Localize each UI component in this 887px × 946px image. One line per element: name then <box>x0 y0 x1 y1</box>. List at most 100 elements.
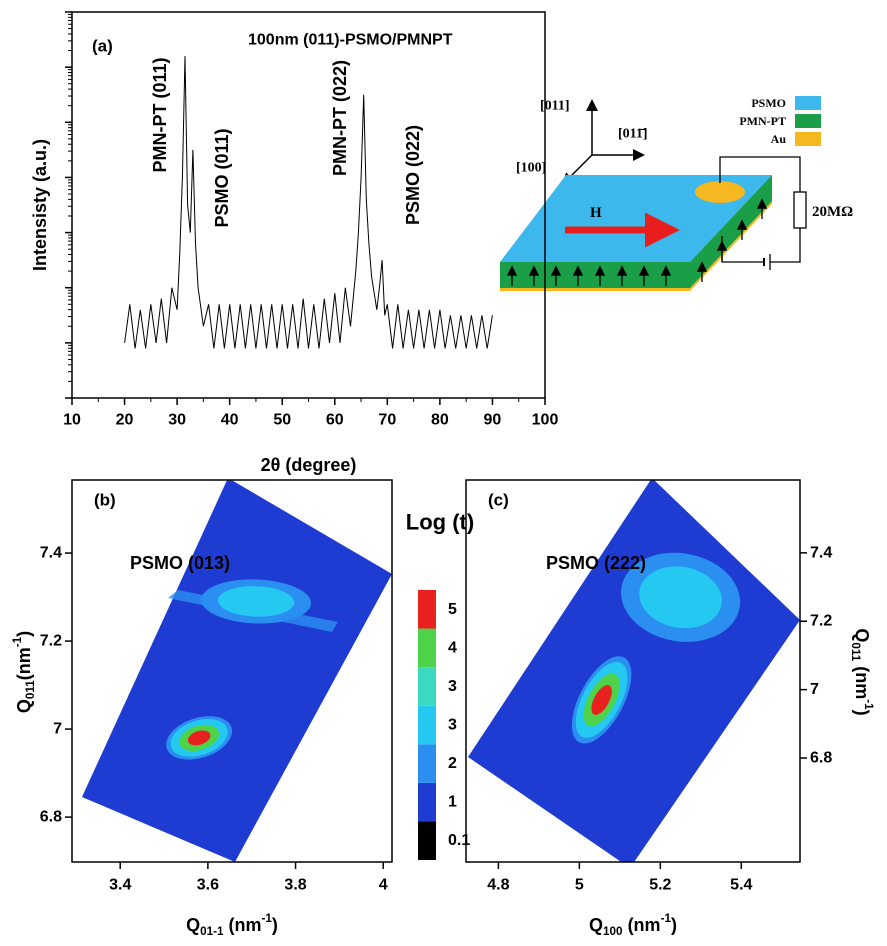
panel-label: (b) <box>94 491 116 510</box>
colorbar-tick-label: 1 <box>448 794 457 811</box>
wire <box>719 156 801 192</box>
x-tick-label: 100 <box>532 412 559 429</box>
x-tick-label: 4.8 <box>487 877 509 894</box>
intensity-contour <box>192 733 207 743</box>
x-axis-title: 2θ (degree) <box>261 455 357 475</box>
axis-title-part: (nm <box>852 661 872 699</box>
colorbar-segment <box>418 782 436 822</box>
sample-label: 100nm (011)-PSMO/PMNPT <box>248 32 453 49</box>
colorbar-title: Log (t) <box>406 510 474 535</box>
axis-title-part: 011 <box>24 680 37 699</box>
colorbar-tick-label: 5 <box>448 601 457 618</box>
axis-title-part: Q <box>589 915 603 935</box>
axis-title-part: ) <box>852 710 872 716</box>
au-side <box>690 201 772 291</box>
x-tick-label: 3.4 <box>109 877 131 894</box>
axis-title-part: 01-1 <box>200 925 224 938</box>
panel-label: (c) <box>488 491 509 510</box>
axis-title-part: ) <box>671 915 677 935</box>
y-axis-title: Intensisty (a.u.) <box>30 139 50 271</box>
legend-label: Au <box>771 132 787 146</box>
colorbar-segment <box>418 705 436 745</box>
axis-title-part: 100 <box>603 925 623 938</box>
intensity-contour <box>595 690 608 710</box>
peak-annotation: PSMO (013) <box>130 553 230 573</box>
field-label: H <box>590 205 602 221</box>
axis-title-part: -1 <box>11 636 24 647</box>
pmnpt-front <box>500 262 690 288</box>
heatmap-region <box>468 480 800 862</box>
wire <box>721 236 764 263</box>
heatmap-region <box>82 480 392 862</box>
axis-label: [011] <box>540 99 570 114</box>
x-tick-label: 5.4 <box>730 877 752 894</box>
x-tick-label: 3.6 <box>197 877 219 894</box>
plot-frame <box>71 479 393 863</box>
x-tick-label: 4 <box>379 877 388 894</box>
scan-area <box>468 480 800 862</box>
peak-label: PSMO (011) <box>212 128 232 227</box>
x-tick-label: 10 <box>63 412 81 429</box>
au-bottom <box>500 288 690 291</box>
y-tick-label: 7.4 <box>810 544 832 561</box>
intensity-contour <box>234 592 278 610</box>
x-tick-label: 50 <box>273 412 291 429</box>
intensity-contour <box>657 580 704 615</box>
peak-label: PSMO (022) <box>403 125 423 225</box>
axis-label: [011̄] <box>618 127 648 142</box>
x-tick-label: 3.8 <box>284 877 306 894</box>
colorbar-tick-label: 3 <box>448 717 457 734</box>
peak-label: PMN-PT (022) <box>330 60 350 176</box>
y-tick-label: 7 <box>810 681 819 698</box>
colorbar-tick-label: 2 <box>448 755 457 772</box>
y-tick-label: 7.4 <box>40 545 62 562</box>
axis-title-part: Q <box>852 628 872 642</box>
x-tick-label: 60 <box>326 412 344 429</box>
x-tick-label: 70 <box>378 412 396 429</box>
colorbar-tick-label: 0.1 <box>448 832 470 849</box>
axis-title: Q011(nm-1) <box>11 631 37 713</box>
colorbar-segment <box>418 667 436 706</box>
colorbar-segment <box>418 821 436 860</box>
y-tick-label: 7.2 <box>40 633 62 650</box>
x-tick-label: 5 <box>575 877 584 894</box>
resistor-label: 20MΩ <box>812 204 853 220</box>
axis-title-part: -1 <box>262 912 273 925</box>
axis-title-part: Q <box>14 699 34 713</box>
panel-label: (a) <box>92 37 113 56</box>
x-tick-label: 20 <box>116 412 134 429</box>
legend-label: PMN-PT <box>739 114 786 128</box>
axis-title-part: 011 <box>850 642 863 661</box>
y-tick-label: 6.8 <box>810 750 832 767</box>
colorbar-segment <box>418 590 436 629</box>
au-electrode <box>695 181 745 203</box>
x-tick-label: 80 <box>431 412 449 429</box>
legend-label: PSMO <box>751 96 786 110</box>
y-tick-label: 7.2 <box>810 613 832 630</box>
axis-title: Q011 (nm-1) <box>850 628 876 715</box>
colorbar-segment <box>418 628 436 668</box>
plot-frame <box>71 11 546 399</box>
colorbar-tick-label: 3 <box>448 678 457 695</box>
axis-title-part: (nm <box>224 915 262 935</box>
axis-title-part: (nm <box>14 647 34 680</box>
legend-swatch <box>795 96 821 110</box>
colorbar-segment <box>418 744 436 783</box>
axis-title: Q100 (nm-1) <box>589 912 677 938</box>
resistor <box>793 191 807 229</box>
y-tick-label: 6.8 <box>40 809 62 826</box>
x-tick-label: 5.2 <box>649 877 671 894</box>
axis-title-part: ) <box>272 915 278 935</box>
plot-frame <box>465 479 801 863</box>
axis-title-part: ) <box>14 631 34 637</box>
colorbar-tick-label: 4 <box>448 639 457 656</box>
wire <box>770 228 801 263</box>
peak-annotation: PSMO (222) <box>546 553 646 573</box>
peak-label: PMN-PT (011) <box>150 57 170 172</box>
axis-title-part: (nm <box>623 915 661 935</box>
pmnpt-side <box>690 175 772 290</box>
x-tick-label: 90 <box>484 412 502 429</box>
axis-title: Q01-1 (nm-1) <box>186 912 278 938</box>
axis-label: [100] <box>516 161 546 176</box>
